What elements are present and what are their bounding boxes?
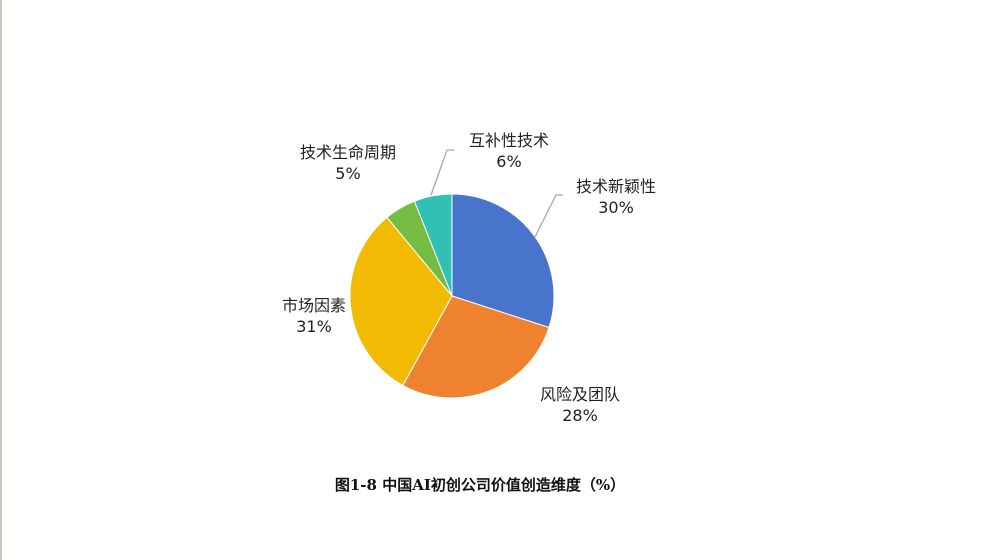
pie-slice-4 xyxy=(413,193,453,297)
left-border xyxy=(0,0,2,560)
slice-label-novelty: 技术新颖性 30% xyxy=(576,176,656,218)
slice-label-lifecycle: 技术生命周期 5% xyxy=(300,142,396,184)
slice-name: 互补性技术 xyxy=(468,131,550,150)
slice-value: 5% xyxy=(335,164,361,183)
slice-name: 技术新颖性 xyxy=(575,177,657,196)
slice-value: 6% xyxy=(496,152,522,171)
slice-label-risk-team: 风险及团队 28% xyxy=(540,384,620,426)
slice-name: 技术生命周期 xyxy=(299,143,397,162)
slice-label-market: 市场因素 31% xyxy=(282,295,346,337)
leader-line-complementary xyxy=(430,149,454,196)
pie-slice-0 xyxy=(451,193,555,329)
pie-slice-1 xyxy=(402,295,550,399)
slice-value: 31% xyxy=(296,317,332,336)
slice-value: 28% xyxy=(562,406,598,425)
slice-name: 风险及团队 xyxy=(539,385,621,404)
slice-label-complementary: 互补性技术 6% xyxy=(469,130,549,172)
slice-name: 市场因素 xyxy=(281,296,347,315)
leader-line-novelty xyxy=(534,194,563,238)
slice-value: 30% xyxy=(598,198,634,217)
pie-slice-2 xyxy=(349,216,453,387)
chart-title: 图1-8 中国AI初创公司价值创造维度（%） xyxy=(334,476,626,494)
